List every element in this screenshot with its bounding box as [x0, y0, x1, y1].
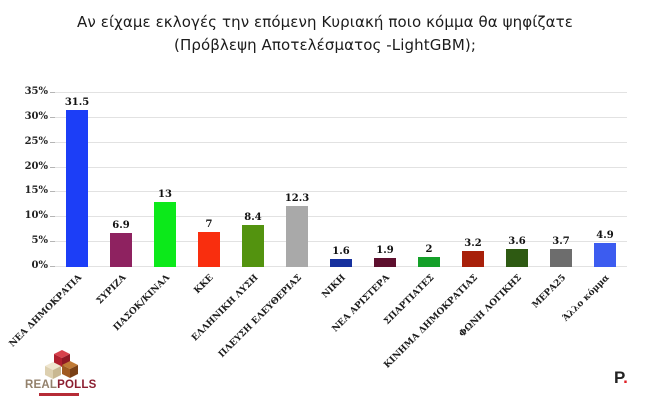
y-axis-tick — [50, 116, 55, 118]
x-category-label: ΝΕΑ ΔΗΜΟΚΡΑΤΙΑ — [7, 273, 85, 350]
bar-ΜΕΡΑ25 — [550, 248, 572, 267]
y-tick-label: 10% — [24, 210, 48, 222]
y-axis-tick — [50, 166, 55, 168]
bar-value-label: 1.6 — [332, 246, 350, 258]
bar-value-label: 1.9 — [376, 244, 394, 256]
x-category-label: ΣΥΡΙΖΑ — [94, 273, 129, 307]
realpolls-wordmark: REALPOLLS — [25, 379, 96, 391]
bar-value-label: 3.7 — [552, 235, 570, 247]
chart-title-line2: (Πρόβλεψη Αποτελέσματος -LightGBM); — [174, 36, 476, 54]
x-category-label: ΜΕΡΑ25 — [530, 273, 569, 311]
x-category-label: ΚΚΕ — [193, 273, 217, 296]
bar-ΠΑΣΟΚ/ΚΙΝΑΛ — [154, 202, 176, 267]
p-logo-letter: P — [614, 368, 624, 387]
chart-title-line1: Αν είχαμε εκλογές την επόμενη Κυριακή πο… — [77, 13, 573, 31]
y-tick-label: 25% — [24, 135, 48, 147]
realpolls-tagline-bar — [39, 393, 79, 396]
y-axis-tick — [50, 92, 55, 93]
bar-ΚΙΝΗΜΑ ΔΗΜΟΚΡΑΤΙΑΣ — [462, 251, 484, 267]
realpolls-word-polls: POLLS — [57, 379, 97, 391]
y-tick-label: 20% — [24, 160, 48, 172]
y-axis-tick — [50, 141, 55, 143]
bar-ΣΥΡΙΖΑ — [110, 232, 132, 267]
y-axis-tick — [50, 216, 55, 218]
bar-value-label: 31.5 — [64, 97, 90, 109]
y-axis-tick — [50, 241, 55, 243]
chart-title: Αν είχαμε εκλογές την επόμενη Κυριακή πο… — [0, 11, 650, 57]
p-logo: P. — [614, 368, 628, 388]
gridline-15% — [55, 191, 627, 193]
gridline-10% — [55, 216, 627, 218]
x-category-label: Άλλο κόμμα — [561, 273, 613, 324]
gridline-30% — [55, 116, 627, 118]
bar-value-label: 3.6 — [508, 236, 526, 248]
bar-Άλλο κόμμα — [594, 242, 616, 267]
bar-value-label: 4.9 — [596, 229, 614, 241]
y-tick-label: 5% — [31, 235, 48, 247]
bar-ΚΚΕ — [198, 232, 220, 267]
bar-value-label: 3.2 — [464, 238, 482, 250]
y-axis-tick — [50, 266, 55, 267]
bar-value-label: 13 — [158, 189, 172, 201]
x-category-label: ΝΙΚΗ — [320, 273, 349, 301]
bar-ΝΕΑ ΔΗΜΟΚΡΑΤΙΑ — [66, 110, 88, 267]
plot-area: 0% 5% 10% 15% 20% 25% 30% 35% 31.5 ΝΕΑ ΔΗΜΟΚΡΑΤΙΑ… — [8, 86, 627, 371]
bar-value-label: 2 — [425, 244, 433, 256]
gridline-35% — [55, 92, 627, 93]
x-category-label: ΚΙΝΗΜΑ ΔΗΜΟΚΡΑΤΙΑΣ — [382, 273, 481, 371]
gridline-25% — [55, 141, 627, 143]
bar-value-label: 6.9 — [112, 219, 130, 231]
bar-ΣΠΑΡΤΙΑΤΕΣ — [418, 257, 440, 267]
x-category-label: ΠΛΕΥΣΗ ΕΛΕΥΘΕΡΙΑΣ — [217, 273, 305, 360]
bar-value-label: 12.3 — [284, 192, 310, 204]
bar-ΠΛΕΥΣΗ ΕΛΕΥΘΕΡΙΑΣ — [286, 205, 308, 267]
y-tick-label: 35% — [24, 86, 48, 97]
bar-value-label: 7 — [205, 219, 213, 231]
bar-ΕΛΛΗΝΙΚΗ ΛΥΣΗ — [242, 225, 264, 267]
p-logo-red-dot: . — [623, 368, 628, 387]
bar-value-label: 8.4 — [244, 212, 262, 224]
gridline-20% — [55, 166, 627, 168]
bar-ΝΕΑ ΑΡΙΣΤΕΡΑ — [374, 257, 396, 267]
bar-ΦΩΝΗ ΛΟΓΙΚΗΣ — [506, 249, 528, 267]
y-tick-label: 30% — [24, 110, 48, 122]
bar-ΝΙΚΗ — [330, 259, 352, 267]
gridline-5% — [55, 241, 627, 243]
y-tick-label: 0% — [31, 260, 48, 271]
realpolls-cubes-icon — [45, 350, 78, 379]
y-tick-label: 15% — [24, 185, 48, 197]
realpolls-word-real: REAL — [25, 379, 58, 391]
y-axis-tick — [50, 191, 55, 193]
